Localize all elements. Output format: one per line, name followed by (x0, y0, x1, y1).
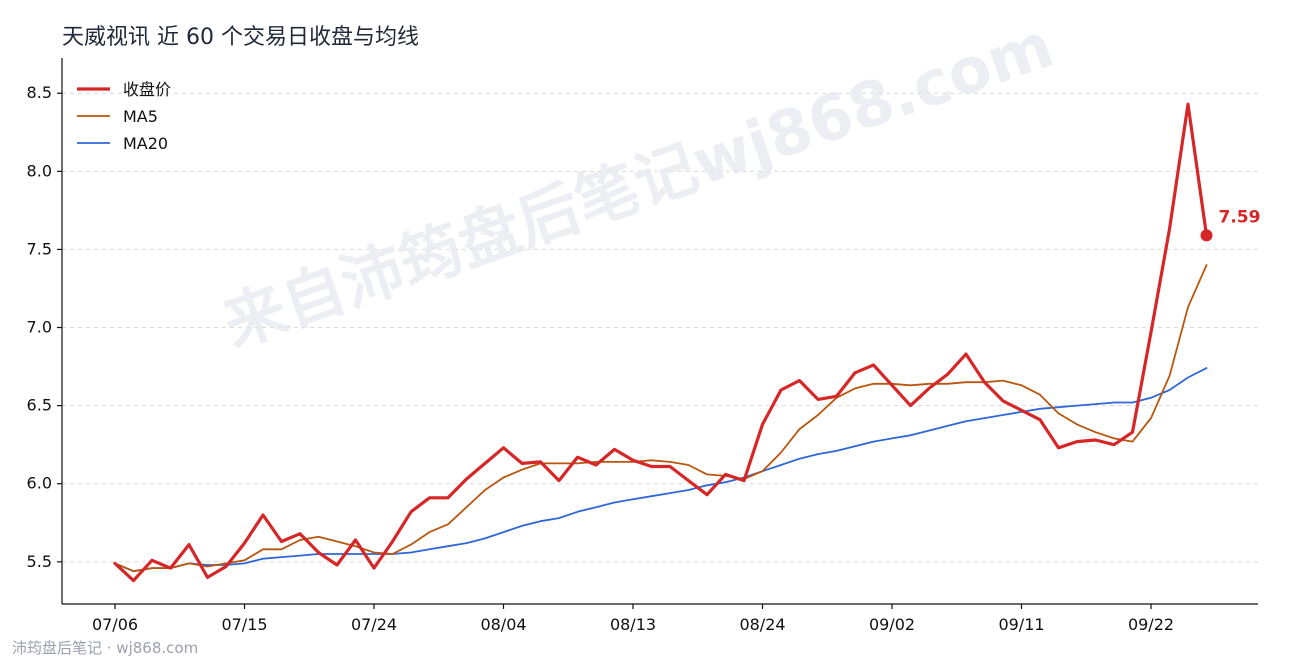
axes (61, 58, 1258, 605)
x-tick-label: 08/13 (610, 615, 656, 634)
x-tick-label: 09/02 (869, 615, 915, 634)
y-tick-label: 7.5 (27, 239, 52, 258)
y-tick-label: 8.5 (27, 83, 52, 102)
legend-label: MA20 (123, 134, 168, 153)
chart-title: 天威视讯 近 60 个交易日收盘与均线 (62, 25, 419, 50)
y-tick-label: 6.0 (27, 474, 52, 493)
y-tick-label: 7.0 (27, 318, 52, 337)
x-tick-label: 09/22 (1128, 615, 1174, 634)
y-tick-label: 8.0 (27, 161, 52, 180)
y-tick-label: 5.5 (27, 552, 52, 571)
footer-credit: 沛筠盘后笔记 · wj868.com (12, 639, 198, 657)
x-tick-label: 07/15 (221, 615, 267, 634)
legend-label: MA5 (123, 107, 158, 126)
legend: 收盘价 MA5 MA20 (77, 80, 171, 153)
watermark-text: 来自沛筠盘后笔记wj868.com (214, 8, 1062, 361)
y-tick-label: 6.5 (27, 396, 52, 415)
legend-label: 收盘价 (123, 80, 171, 99)
x-tick-label: 08/24 (739, 615, 785, 634)
last-value-label: 7.59 (1219, 207, 1261, 227)
y-axis-ticks: 5.5 6.0 6.5 7.0 7.5 8.0 8.5 (27, 83, 62, 571)
last-value-marker: 7.59 (1200, 207, 1261, 242)
x-tick-label: 07/06 (92, 615, 138, 634)
x-axis-ticks: 07/06 07/15 07/24 08/04 08/13 08/24 09/02 09/11… (92, 604, 1174, 634)
x-tick-label: 07/24 (351, 615, 397, 634)
last-point-dot (1200, 229, 1213, 242)
series-line-close (113, 102, 1209, 583)
x-tick-label: 09/11 (998, 615, 1044, 634)
series-lines (113, 102, 1209, 583)
x-tick-label: 08/04 (480, 615, 526, 634)
series-line-ma5 (114, 264, 1208, 573)
